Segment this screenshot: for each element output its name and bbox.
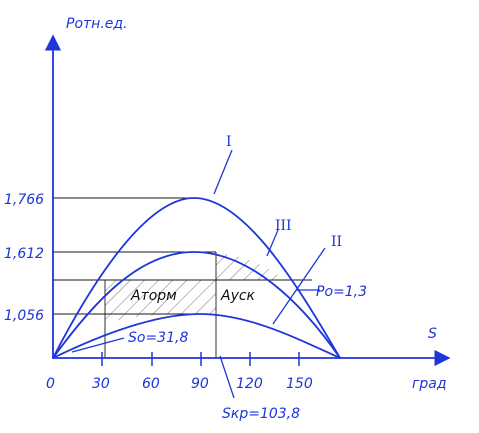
x-tick-label-90: 90: [191, 376, 209, 392]
x-axis-unit-label: град: [412, 376, 447, 392]
s0-leader: [71, 337, 125, 353]
acceleration-area-hatch: [216, 252, 284, 280]
braking-area-hatch: [105, 280, 216, 324]
x-tick-label-0: 0: [46, 376, 55, 392]
curve-iii: [52, 251, 341, 359]
y-axis-title: Pотн.ед.: [66, 16, 128, 32]
curve-label-iii: III: [275, 218, 292, 234]
curve-i-leader: [213, 149, 233, 195]
curve-ii: [52, 313, 341, 359]
y-tick-1612: 1,612: [4, 246, 44, 262]
skr-leader: [219, 355, 235, 399]
x-tick-label-30: 30: [92, 376, 110, 392]
curve-i: [52, 197, 341, 359]
curve-label-ii: II: [331, 234, 342, 250]
y-tick-1766: 1,766: [4, 192, 44, 208]
curve-iii-leader: [266, 229, 279, 257]
p0-label: Po=1,3: [316, 284, 367, 300]
x-tick-label-120: 120: [236, 376, 263, 392]
skr-label: Sкр=103,8: [222, 406, 300, 422]
s0-label: So=31,8: [128, 330, 188, 346]
y-tick-1056: 1,056: [4, 308, 44, 324]
curve-ii-leader: [272, 247, 326, 325]
braking-area-label: Aторм: [130, 288, 177, 304]
accel-area-label: Aуск: [220, 288, 256, 304]
x-axis-label-s: S: [428, 326, 437, 342]
x-tick-label-60: 60: [142, 376, 160, 392]
curve-label-i: I: [226, 134, 232, 150]
x-tick-label-150: 150: [286, 376, 313, 392]
